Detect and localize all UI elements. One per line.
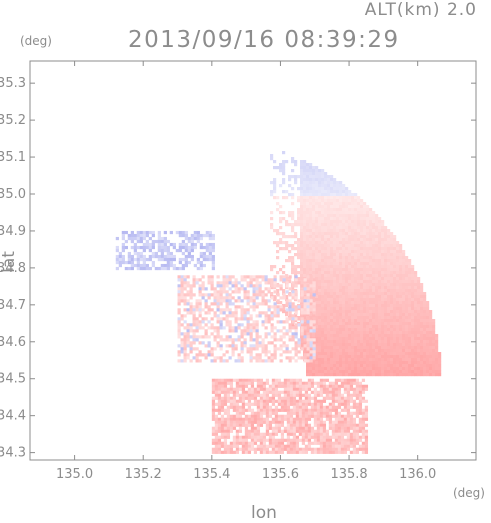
y-tick-label: 35.1 <box>0 150 26 165</box>
x-tick-label: 135.6 <box>262 467 299 482</box>
y-tick-label: 34.9 <box>0 224 26 239</box>
x-tick-label: 135.8 <box>330 467 367 482</box>
x-tick-label: 135.0 <box>56 467 93 482</box>
east-sector <box>270 151 442 377</box>
y-tick-label: 34.8 <box>0 261 26 276</box>
x-tick-label: 136.0 <box>399 467 436 482</box>
x-axis-unit: (deg) <box>453 486 485 500</box>
y-axis-unit: (deg) <box>20 34 52 48</box>
y-tick-label: 34.5 <box>0 372 26 387</box>
y-tick-label: 35.2 <box>0 113 26 128</box>
y-tick-label: 34.7 <box>0 298 26 313</box>
plot-frame <box>29 60 477 461</box>
y-tick-label: 35.0 <box>0 187 26 202</box>
y-tick-label: 35.3 <box>0 76 26 91</box>
y-tick-label: 34.6 <box>0 335 26 350</box>
cluster-central-red-cluster <box>177 275 316 363</box>
y-tick-label: 34.3 <box>0 446 26 461</box>
x-tick-label: 135.4 <box>193 467 230 482</box>
x-axis-label: lon <box>251 503 277 523</box>
x-tick-label: 135.2 <box>125 467 162 482</box>
axis-ticks: 135.0 135.2 135.4 135.6 135.8 136.0 34.3 34.4 34… <box>0 61 476 482</box>
altitude-label: ALT(km) 2.0 <box>364 0 477 20</box>
y-tick-label: 34.4 <box>0 409 26 424</box>
cluster-west-blue-patch <box>115 230 215 271</box>
cluster-south-red-cluster <box>211 378 369 454</box>
velocity-field <box>115 151 442 454</box>
timestamp-title: 2013/09/16 08:39:29 <box>128 27 400 53</box>
